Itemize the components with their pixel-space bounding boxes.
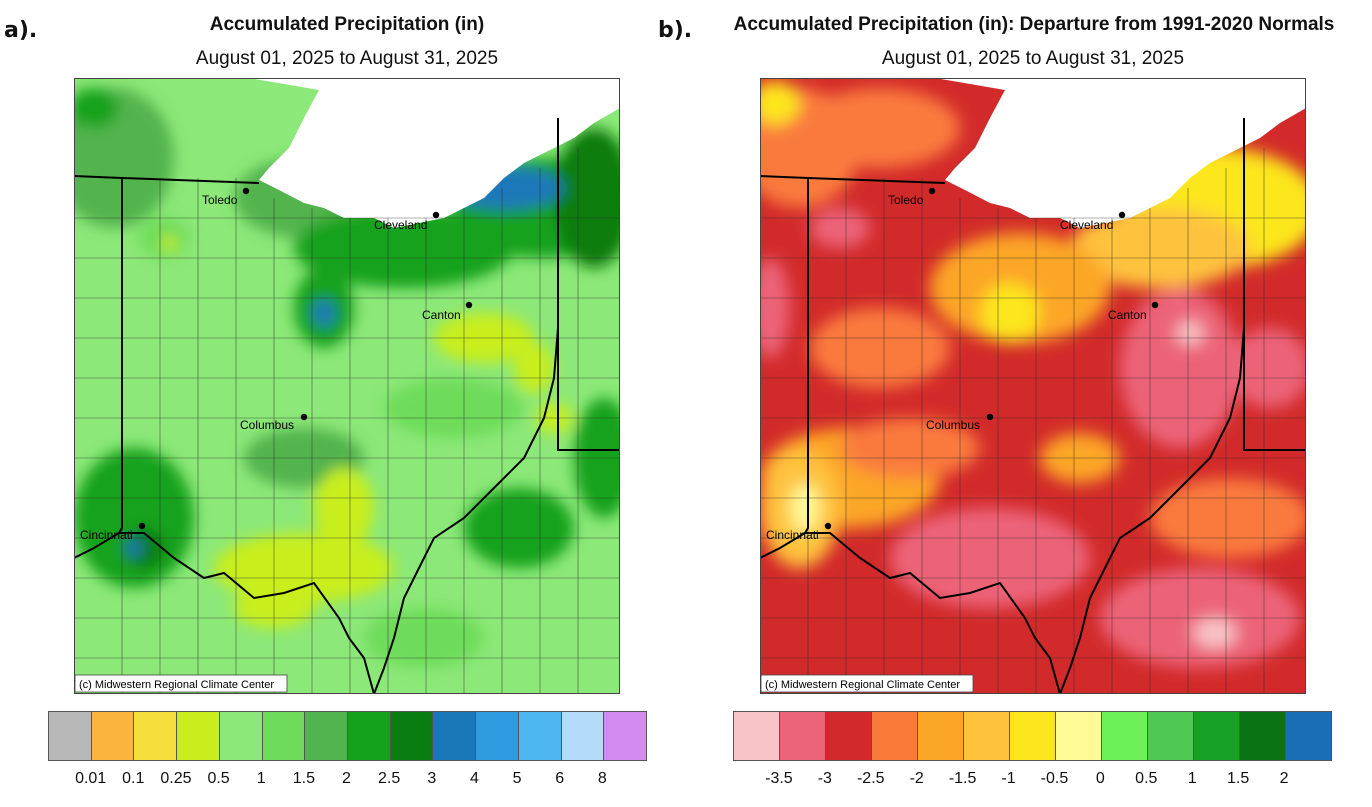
panel-a-swatch-1: [91, 712, 135, 760]
panel-b-tick-label: -1: [1001, 770, 1016, 787]
panel-a-swatch-12: [561, 712, 605, 760]
panel-b-swatch-3: [872, 712, 918, 760]
panel-b-swatch-11: [1240, 712, 1286, 760]
panel-a-colorbar: [48, 711, 647, 761]
panel-b-swatch-4: [918, 712, 964, 760]
panel-a-tick-label: 3: [427, 770, 437, 787]
panel-a-tick-label: 0.1: [122, 770, 145, 787]
panel-a-swatch-8: [390, 712, 434, 760]
panel-b-tick-label: 0: [1095, 770, 1105, 787]
panel-b-colorbar-labels: -3.5 -3 -2.5 -2 -1.5 -1 -0.5 0 0.5 1 1.5 2: [733, 770, 1330, 790]
panel-b-swatch-1: [780, 712, 826, 760]
city-cincinnati-a: Cincinnati: [80, 528, 133, 542]
panel-a-tick-label: 4: [469, 770, 479, 787]
panel-b-swatch-2: [826, 712, 872, 760]
panel-a-tick-label: 0.01: [75, 770, 107, 787]
panel-b-tick-label: -1.5: [948, 770, 977, 787]
panel-a-tick-label: 0.5: [207, 770, 230, 787]
panel-a-colorbar-labels: 0.01 0.1 0.25 0.5 1 1.5 2 2.5 3 4 5 6 8: [48, 770, 645, 790]
panel-a-swatch-11: [518, 712, 562, 760]
panel-b-map: Toledo Cleveland Canton Columbus Cincinn…: [760, 78, 1306, 694]
panel-b-tick-label: -2.5: [856, 770, 885, 787]
panel-a-swatch-2: [134, 712, 178, 760]
panel-b-swatch-9: [1148, 712, 1194, 760]
panel-b-swatch-6: [1010, 712, 1056, 760]
panel-b-swatch-12: [1286, 712, 1331, 760]
panel-b-tick-label: 1.5: [1227, 770, 1250, 787]
panel-a-title: Accumulated Precipitation (in): [209, 14, 485, 35]
panel-a-tick-label: 8: [597, 770, 607, 787]
panel-a-tick-label: 1.5: [292, 770, 315, 787]
city-canton-b: Canton: [1108, 308, 1147, 322]
panel-b-swatch-0: [734, 712, 780, 760]
panel-a-swatch-5: [262, 712, 306, 760]
panel-b-credit: (c) Midwestern Regional Climate Center: [765, 679, 960, 691]
city-cleveland-b: Cleveland: [1060, 218, 1113, 232]
city-columbus-a: Columbus: [240, 418, 294, 432]
panel-a-swatch-6: [305, 712, 349, 760]
panel-a-map: Toledo Cleveland Canton Columbus Cincinn…: [74, 78, 620, 694]
panel-b-subtitle: August 01, 2025 to August 31, 2025: [881, 48, 1185, 69]
panel-b-swatch-10: [1194, 712, 1240, 760]
panel-a-swatch-13: [604, 712, 647, 760]
panel-b-tick-label: 1: [1187, 770, 1197, 787]
city-columbus-b: Columbus: [926, 418, 980, 432]
panel-a-tick-label: 2.5: [378, 770, 401, 787]
panel-a-swatch-0: [49, 712, 92, 760]
city-cincinnati-b: Cincinnati: [766, 528, 819, 542]
panel-b-tick-label: 2: [1279, 770, 1289, 787]
panel-b-letter: b).: [658, 18, 693, 43]
panel-a-swatch-7: [348, 712, 391, 760]
panel-a-swatch-10: [476, 712, 519, 760]
panel-a-tick-label: 5: [512, 770, 522, 787]
panel-b-colorbar: [733, 711, 1332, 761]
panel-b-tick-label: 0.5: [1135, 770, 1158, 787]
panel-b-swatch-5: [964, 712, 1010, 760]
panel-b-tick-label: -3: [817, 770, 832, 787]
city-toledo-b: Toledo: [888, 193, 924, 207]
panel-a-swatch-3: [177, 712, 220, 760]
panel-a-tick-label: 6: [555, 770, 565, 787]
panel-b-tick-label: -2: [909, 770, 924, 787]
city-cleveland-a: Cleveland: [374, 218, 427, 232]
city-canton-a: Canton: [422, 308, 461, 322]
panel-a-tick-label: 0.25: [160, 770, 192, 787]
panel-b-swatch-7: [1056, 712, 1102, 760]
panel-a-subtitle: August 01, 2025 to August 31, 2025: [195, 48, 499, 69]
panel-a-swatch-4: [219, 712, 263, 760]
panel-b-tick-label: -3.5: [765, 770, 793, 787]
panel-b-tick-label: -0.5: [1040, 770, 1069, 787]
panel-a-credit: (c) Midwestern Regional Climate Center: [79, 679, 274, 691]
panel-a-letter: a).: [4, 18, 38, 43]
panel-a-tick-label: 1: [256, 770, 266, 787]
city-toledo-a: Toledo: [202, 193, 238, 207]
panel-b-title: Accumulated Precipitation (in): Departur…: [733, 14, 1335, 35]
panel-b-swatch-8: [1102, 712, 1148, 760]
panel-a-tick-label: 2: [342, 770, 351, 787]
panel-a-swatch-9: [433, 712, 477, 760]
